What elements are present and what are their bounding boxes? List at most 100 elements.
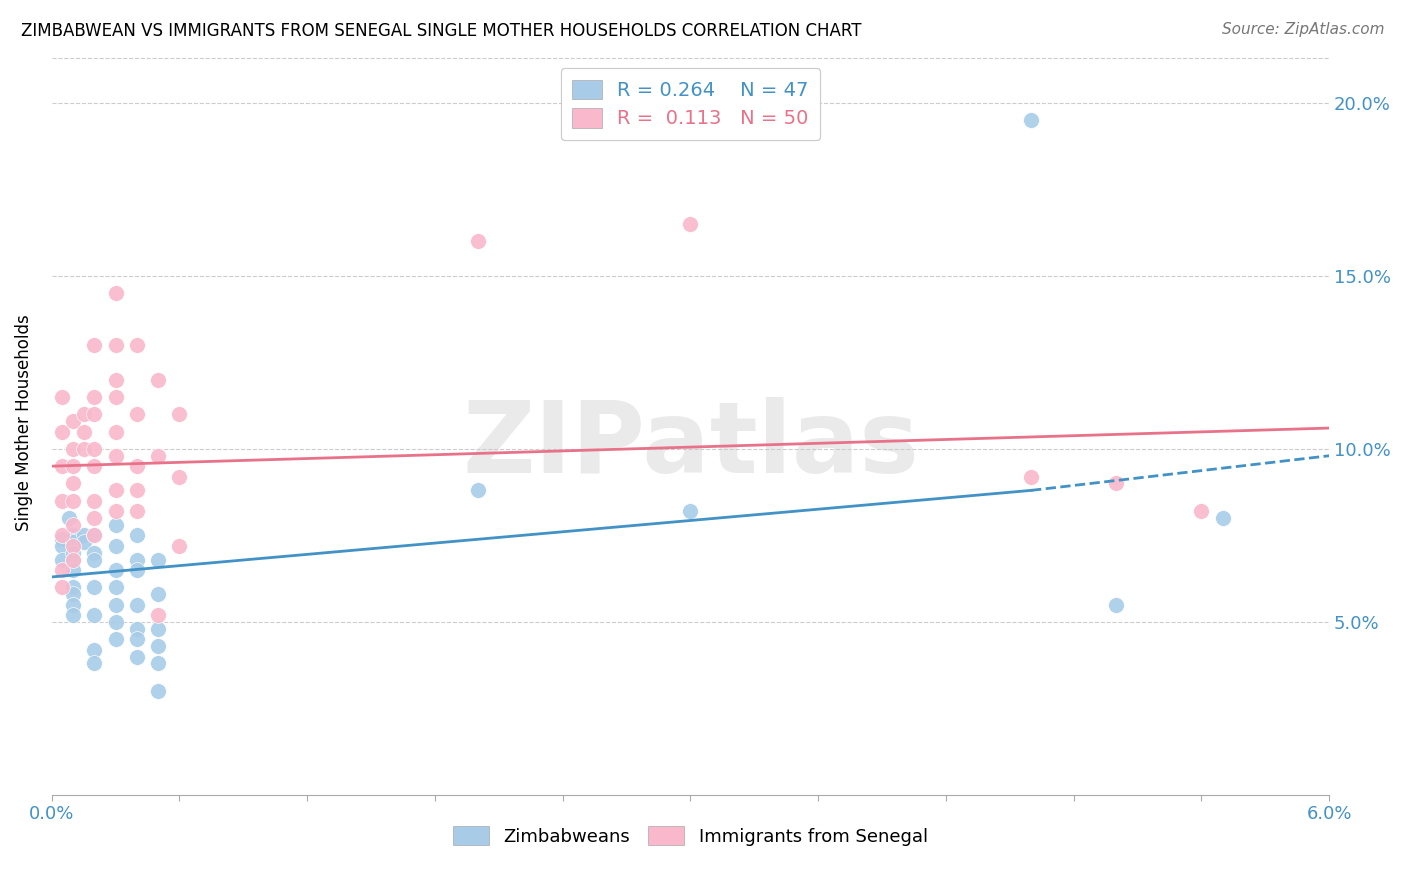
Point (51, 390, 73, 404)
Point (125, 504, 148, 518)
Point (148, 552, 170, 566)
Point (104, 563, 127, 577)
Point (679, 504, 702, 518)
Point (104, 483, 127, 498)
Point (62, 414, 84, 428)
Point (125, 552, 148, 566)
Point (104, 632, 127, 647)
Point (169, 407, 191, 421)
Point (51, 552, 73, 566)
Point (62, 552, 84, 566)
Point (51, 532, 73, 546)
Point (73, 535, 96, 549)
Point (125, 483, 148, 498)
Point (83, 528, 105, 542)
Point (62, 587, 84, 601)
Point (62, 539, 84, 553)
Point (104, 338, 127, 352)
Point (62, 493, 84, 508)
Text: ZIMBABWEAN VS IMMIGRANTS FROM SENEGAL SINGLE MOTHER HOUSEHOLDS CORRELATION CHART: ZIMBABWEAN VS IMMIGRANTS FROM SENEGAL SI… (21, 22, 862, 40)
Point (148, 449, 170, 463)
Point (104, 504, 127, 518)
Point (62, 535, 84, 549)
Point (148, 684, 170, 698)
Point (148, 657, 170, 671)
Point (125, 649, 148, 664)
Point (467, 234, 489, 248)
Point (125, 563, 148, 577)
Text: Source: ZipAtlas.com: Source: ZipAtlas.com (1222, 22, 1385, 37)
Point (51, 459, 73, 474)
Y-axis label: Single Mother Households: Single Mother Households (15, 315, 32, 532)
Point (148, 622, 170, 636)
Point (51, 580, 73, 594)
Point (62, 459, 84, 474)
Point (104, 615, 127, 629)
Point (148, 373, 170, 387)
Point (73, 425, 96, 439)
Point (125, 598, 148, 612)
Point (51, 563, 73, 577)
Point (58, 511, 80, 525)
Point (83, 459, 105, 474)
Point (51, 528, 73, 542)
Point (679, 217, 702, 231)
Point (83, 407, 105, 421)
Point (62, 563, 84, 577)
Point (104, 425, 127, 439)
Point (104, 286, 127, 301)
Point (125, 459, 148, 474)
Point (83, 390, 105, 404)
Point (51, 493, 73, 508)
Point (62, 518, 84, 533)
Point (169, 539, 191, 553)
Point (83, 607, 105, 622)
Point (104, 580, 127, 594)
Point (62, 598, 84, 612)
Point (104, 598, 127, 612)
Point (83, 580, 105, 594)
Point (125, 407, 148, 421)
Point (1212, 511, 1234, 525)
Point (83, 511, 105, 525)
Point (83, 528, 105, 542)
Point (83, 657, 105, 671)
Text: ZIPatlas: ZIPatlas (463, 397, 920, 493)
Point (83, 642, 105, 657)
Point (83, 552, 105, 566)
Point (51, 539, 73, 553)
Point (83, 493, 105, 508)
Point (62, 546, 84, 560)
Point (73, 407, 96, 421)
Point (104, 373, 127, 387)
Point (148, 587, 170, 601)
Point (62, 552, 84, 566)
Point (1105, 476, 1128, 491)
Point (104, 539, 127, 553)
Point (125, 632, 148, 647)
Point (1189, 504, 1212, 518)
Point (104, 518, 127, 533)
Point (51, 425, 73, 439)
Point (83, 546, 105, 560)
Point (104, 449, 127, 463)
Point (467, 483, 489, 498)
Point (83, 338, 105, 352)
Point (125, 622, 148, 636)
Point (83, 442, 105, 456)
Point (104, 390, 127, 404)
Point (1019, 112, 1042, 127)
Point (62, 607, 84, 622)
Point (148, 607, 170, 622)
Point (148, 639, 170, 653)
Legend: R = 0.264    N = 47, R =  0.113   N = 50: R = 0.264 N = 47, R = 0.113 N = 50 (561, 68, 820, 140)
Point (125, 528, 148, 542)
Point (1105, 598, 1128, 612)
Point (62, 476, 84, 491)
Point (62, 580, 84, 594)
Point (62, 528, 84, 542)
Point (62, 442, 84, 456)
Point (73, 442, 96, 456)
Point (1019, 469, 1042, 483)
Point (73, 528, 96, 542)
